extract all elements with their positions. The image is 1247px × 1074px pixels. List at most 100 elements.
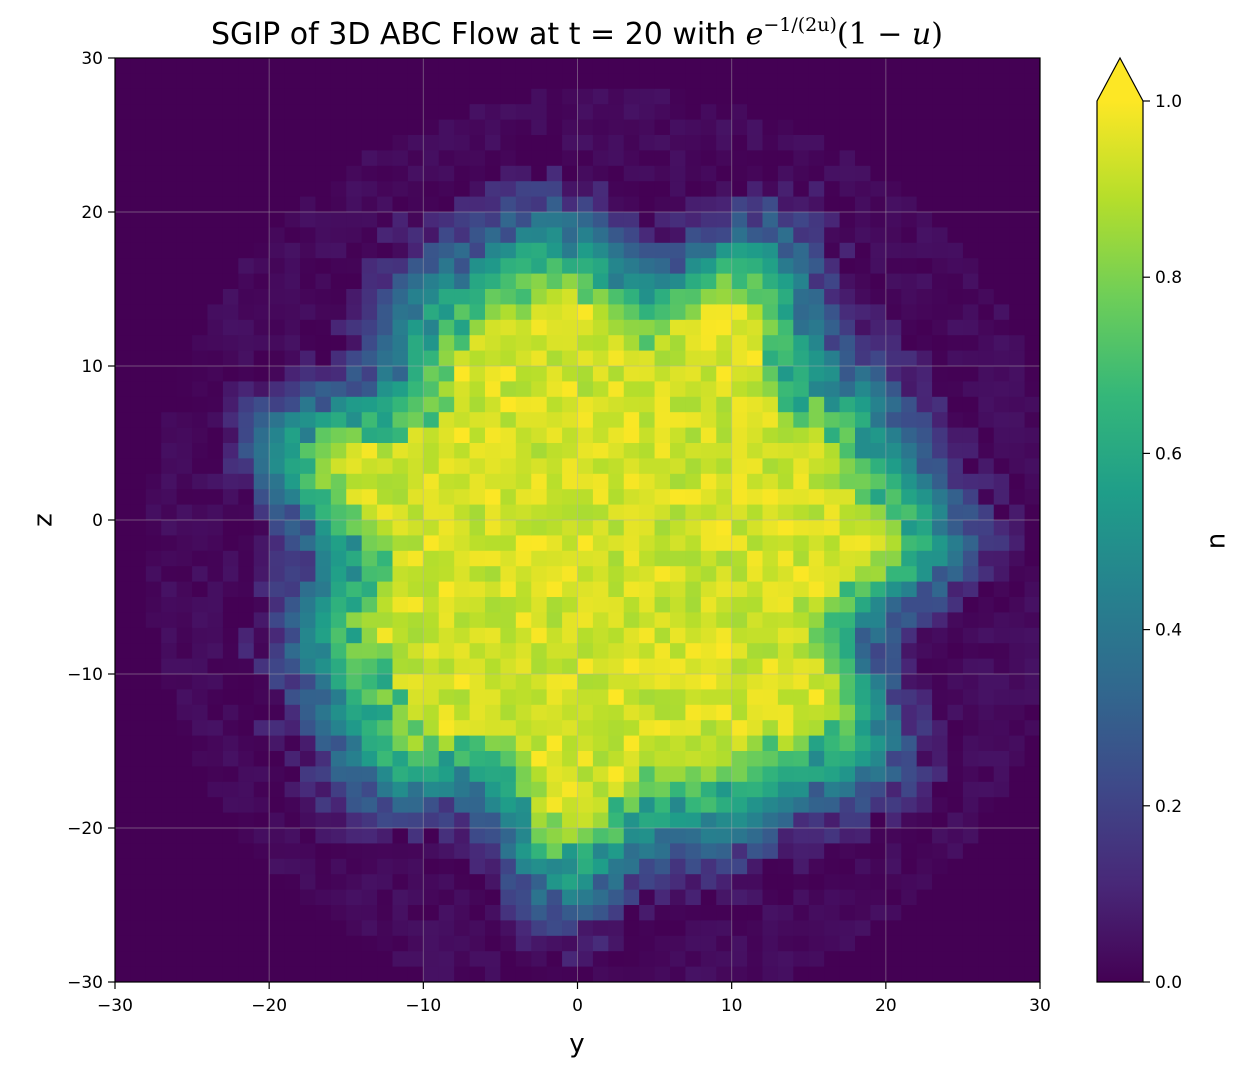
heatmap-cell: [592, 658, 609, 675]
heatmap-cell: [731, 550, 748, 567]
heatmap-cell: [176, 935, 193, 952]
heatmap-cell: [392, 473, 409, 490]
heatmap-cell: [222, 350, 239, 367]
heatmap-cell: [300, 658, 317, 675]
heatmap-cell: [793, 843, 810, 860]
heatmap-cell: [824, 73, 841, 90]
heatmap-cell: [577, 966, 594, 982]
heatmap-cell: [392, 843, 409, 860]
heatmap-cell: [716, 366, 733, 382]
heatmap-cell: [222, 119, 239, 136]
heatmap-cell: [947, 812, 964, 829]
heatmap-cell: [932, 951, 949, 968]
heatmap-cell: [962, 889, 979, 906]
heatmap-cell: [777, 165, 794, 182]
heatmap-cell: [839, 781, 856, 798]
heatmap-cell: [855, 304, 872, 321]
heatmap-cell: [485, 258, 502, 275]
heatmap-cell: [824, 258, 841, 275]
heatmap-cell: [762, 458, 779, 475]
heatmap-cell: [608, 473, 625, 490]
heatmap-cell: [469, 73, 486, 90]
heatmap-cell: [577, 828, 594, 844]
heatmap-cell: [685, 473, 702, 490]
heatmap-cell: [207, 905, 224, 921]
heatmap-cell: [978, 104, 995, 121]
heatmap-cell: [377, 73, 394, 90]
heatmap-cell: [454, 828, 471, 844]
heatmap-cell: [839, 119, 856, 136]
heatmap-cell: [993, 951, 1010, 968]
heatmap-cell: [762, 335, 779, 352]
heatmap-cell: [978, 181, 995, 198]
heatmap-cell: [238, 597, 255, 613]
heatmap-cell: [855, 612, 872, 629]
heatmap-cell: [145, 612, 162, 629]
heatmap-cell: [469, 812, 486, 829]
heatmap-cell: [562, 304, 579, 321]
heatmap-cell: [855, 58, 872, 74]
heatmap-cell: [777, 520, 794, 536]
heatmap-cell: [346, 812, 363, 829]
heatmap-cell: [824, 104, 841, 121]
heatmap-cell: [962, 304, 979, 321]
heatmap-cell: [407, 427, 424, 444]
heatmap-cell: [300, 181, 317, 198]
heatmap-cell: [531, 412, 548, 429]
heatmap-cell: [207, 550, 224, 567]
heatmap-cell: [654, 212, 671, 228]
heatmap-cell: [253, 735, 270, 752]
heatmap-cell: [901, 88, 918, 105]
heatmap-cell: [531, 273, 548, 290]
heatmap-cell: [747, 581, 764, 598]
heatmap-cell: [1024, 874, 1040, 891]
heatmap-cell: [300, 951, 317, 968]
heatmap-cell: [577, 165, 594, 182]
heatmap-cell: [947, 535, 964, 552]
heatmap-cell: [145, 735, 162, 752]
heatmap-cell: [253, 88, 270, 105]
heatmap-cell: [808, 689, 825, 706]
heatmap-cell: [192, 951, 209, 968]
heatmap-cell: [392, 735, 409, 752]
heatmap-cell: [222, 258, 239, 275]
heatmap-cell: [562, 58, 579, 74]
heatmap-cell: [1009, 689, 1026, 706]
heatmap-cell: [469, 889, 486, 906]
heatmap-cell: [824, 165, 841, 182]
heatmap-cell: [916, 720, 933, 737]
heatmap-cell: [407, 473, 424, 490]
heatmap-cell: [608, 720, 625, 737]
heatmap-cell: [978, 504, 995, 521]
heatmap-cell: [654, 597, 671, 613]
heatmap-cell: [824, 550, 841, 567]
heatmap-cell: [284, 196, 301, 213]
heatmap-cell: [916, 150, 933, 167]
heatmap-cell: [654, 643, 671, 660]
heatmap-cell: [207, 735, 224, 752]
heatmap-cell: [685, 104, 702, 121]
heatmap-cell: [824, 735, 841, 752]
heatmap-cell: [592, 258, 609, 275]
heatmap-cell: [284, 104, 301, 121]
heatmap-cell: [500, 689, 517, 706]
heatmap-cell: [623, 73, 640, 90]
heatmap-cell: [161, 473, 178, 490]
heatmap-cell: [346, 766, 363, 783]
heatmap-cell: [330, 627, 347, 644]
heatmap-cell: [469, 443, 486, 459]
heatmap-cell: [916, 966, 933, 982]
heatmap-cell: [407, 674, 424, 690]
heatmap-cell: [685, 658, 702, 675]
heatmap-cell: [1024, 212, 1040, 228]
heatmap-cell: [623, 766, 640, 783]
heatmap-cell: [145, 704, 162, 721]
heatmap-cell: [300, 674, 317, 690]
heatmap-cell: [423, 781, 440, 798]
heatmap-cell: [716, 150, 733, 167]
heatmap-cell: [639, 366, 656, 382]
heatmap-cell: [130, 966, 147, 982]
heatmap-cell: [300, 843, 317, 860]
heatmap-cell: [1009, 935, 1026, 952]
heatmap-cell: [916, 535, 933, 552]
